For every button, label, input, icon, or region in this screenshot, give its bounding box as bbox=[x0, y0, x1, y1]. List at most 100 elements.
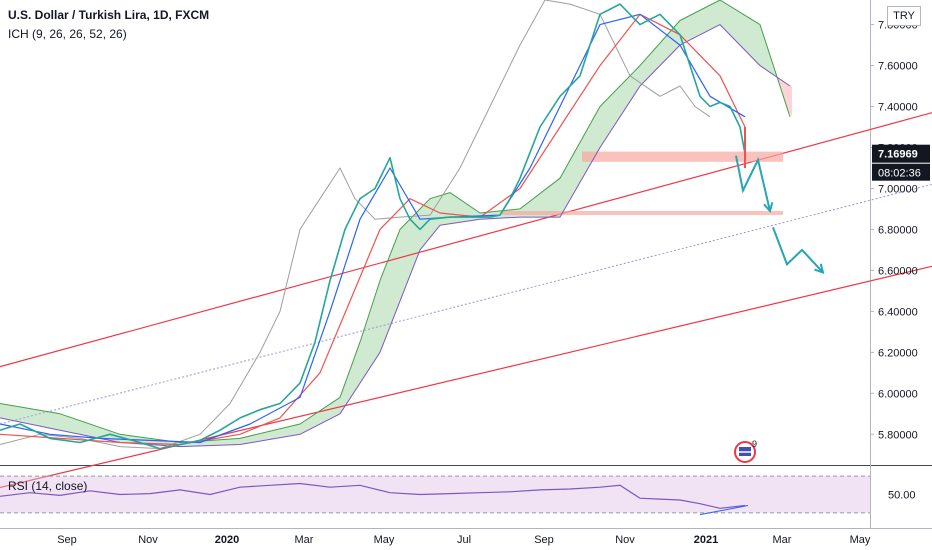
cloud-segment bbox=[116, 432, 120, 443]
cloud-segment bbox=[236, 438, 240, 445]
cloud-segment bbox=[544, 187, 548, 218]
cloud-segment bbox=[784, 81, 788, 111]
cloud-segment bbox=[80, 420, 84, 436]
cloud-segment bbox=[788, 84, 792, 117]
time-tick-label: Mar bbox=[295, 534, 314, 546]
cloud-segment bbox=[640, 61, 644, 86]
cloud-segment bbox=[416, 208, 420, 261]
cloud-segment bbox=[244, 436, 248, 444]
cloud-segment bbox=[280, 427, 284, 438]
cloud-segment bbox=[740, 12, 744, 50]
cloud-segment bbox=[768, 49, 772, 74]
cloud-segment bbox=[224, 439, 228, 446]
cloud-segment bbox=[344, 375, 348, 408]
cloud-segment bbox=[356, 342, 360, 390]
price-tick-label: 6.40000 bbox=[878, 306, 918, 318]
cloud-segment bbox=[728, 4, 732, 37]
arrow-head bbox=[763, 202, 774, 214]
cloud-segment bbox=[656, 43, 660, 70]
cloud-segment bbox=[52, 412, 56, 430]
cloud-segment bbox=[232, 438, 236, 445]
time-tick-label: Jul bbox=[457, 534, 471, 546]
cloud-segment bbox=[84, 422, 88, 436]
cloud-segment bbox=[364, 317, 368, 377]
cloud-segment bbox=[644, 56, 648, 82]
support-zone bbox=[582, 151, 783, 162]
price-tag bbox=[872, 144, 930, 163]
cloud-segment bbox=[660, 38, 664, 66]
price-tags: 7.16969 08:02:36 bbox=[872, 144, 930, 181]
cloud-segment bbox=[556, 178, 560, 218]
cloud-segment bbox=[704, 6, 708, 33]
last-price: 7.16969 bbox=[878, 149, 918, 161]
cloud-segment bbox=[308, 416, 312, 431]
cloud-segment bbox=[564, 163, 568, 211]
chart-title: U.S. Dollar / Turkish Lira, 1D, FXCM bbox=[8, 8, 210, 22]
cloud-segment bbox=[0, 403, 4, 419]
cloud-segment bbox=[352, 353, 356, 396]
cloud-segment bbox=[44, 411, 48, 428]
cloud-segment bbox=[628, 73, 632, 105]
projection-arrows bbox=[735, 155, 825, 274]
cloud-segment bbox=[652, 47, 656, 74]
cloud-segment bbox=[96, 426, 100, 439]
cloud-segment bbox=[64, 415, 68, 432]
cloud-segment bbox=[632, 69, 636, 99]
ichimoku-cloud bbox=[0, 0, 792, 447]
cloud-segment bbox=[312, 413, 316, 429]
cloud-segment bbox=[444, 193, 448, 225]
cloud-segment bbox=[16, 406, 20, 422]
cloud-segment bbox=[104, 428, 108, 440]
cloud-segment bbox=[548, 184, 552, 218]
cloud-segment bbox=[684, 16, 688, 43]
cloud-segment bbox=[432, 196, 436, 236]
time-tick-label: 2021 bbox=[694, 534, 718, 546]
price-tick-label: 6.80000 bbox=[878, 224, 918, 236]
cloud-segment bbox=[292, 425, 296, 436]
cloud-segment bbox=[32, 409, 36, 426]
channel-midline bbox=[0, 183, 932, 425]
arrow-head bbox=[814, 263, 825, 274]
price-tick-label: 7.40000 bbox=[878, 102, 918, 114]
close-line bbox=[0, 3, 746, 450]
cloud-segment bbox=[332, 400, 336, 418]
cloud-segment bbox=[28, 408, 32, 425]
cloud-segment bbox=[600, 102, 604, 148]
cloud-segment bbox=[708, 4, 712, 31]
cloud-segment bbox=[264, 431, 268, 441]
cloud-segment bbox=[716, 0, 720, 27]
cloud-segment bbox=[92, 424, 96, 438]
cloud-segment bbox=[604, 98, 608, 142]
cloud-segment bbox=[24, 407, 28, 424]
cloud-segment bbox=[304, 418, 308, 433]
cloud-segment bbox=[20, 407, 24, 423]
cloud-segment bbox=[240, 437, 244, 445]
cloud-segment bbox=[576, 142, 580, 190]
cloud-segment bbox=[8, 404, 12, 421]
cloud-segment bbox=[368, 305, 372, 371]
cloud-segment bbox=[592, 113, 596, 162]
cloud-segment bbox=[452, 193, 456, 224]
cloud-segment bbox=[780, 79, 784, 99]
price-tick-label: 7.60000 bbox=[878, 61, 918, 73]
time-tick-label: Sep bbox=[534, 534, 554, 546]
currency-button[interactable]: TRY bbox=[887, 6, 921, 26]
rsi-label[interactable]: RSI (14, close) bbox=[8, 479, 88, 493]
cloud-segment bbox=[612, 90, 616, 130]
cloud-segment bbox=[252, 434, 256, 443]
cloud-segment bbox=[688, 14, 692, 42]
indicator-label[interactable]: ICH (9, 26, 26, 52, 26) bbox=[8, 27, 127, 41]
cloud-segment bbox=[720, 0, 724, 29]
cloud-segment bbox=[412, 213, 416, 271]
cloud-segment bbox=[360, 329, 364, 384]
cloud-segment bbox=[284, 426, 288, 437]
cloud-segment bbox=[616, 86, 620, 123]
time-tick-label: Mar bbox=[773, 534, 792, 546]
time-axis[interactable]: Sep Nov 2020 Mar May Jul Sep Nov 2021 Mar May bbox=[57, 534, 871, 546]
flag-icon[interactable]: 9 bbox=[734, 439, 757, 463]
time-tick-label: May bbox=[374, 534, 395, 546]
cloud-segment bbox=[696, 10, 700, 37]
cloud-segment bbox=[636, 65, 640, 93]
price-axis[interactable]: 7.800007.600007.400007.200007.000006.800… bbox=[870, 20, 918, 442]
